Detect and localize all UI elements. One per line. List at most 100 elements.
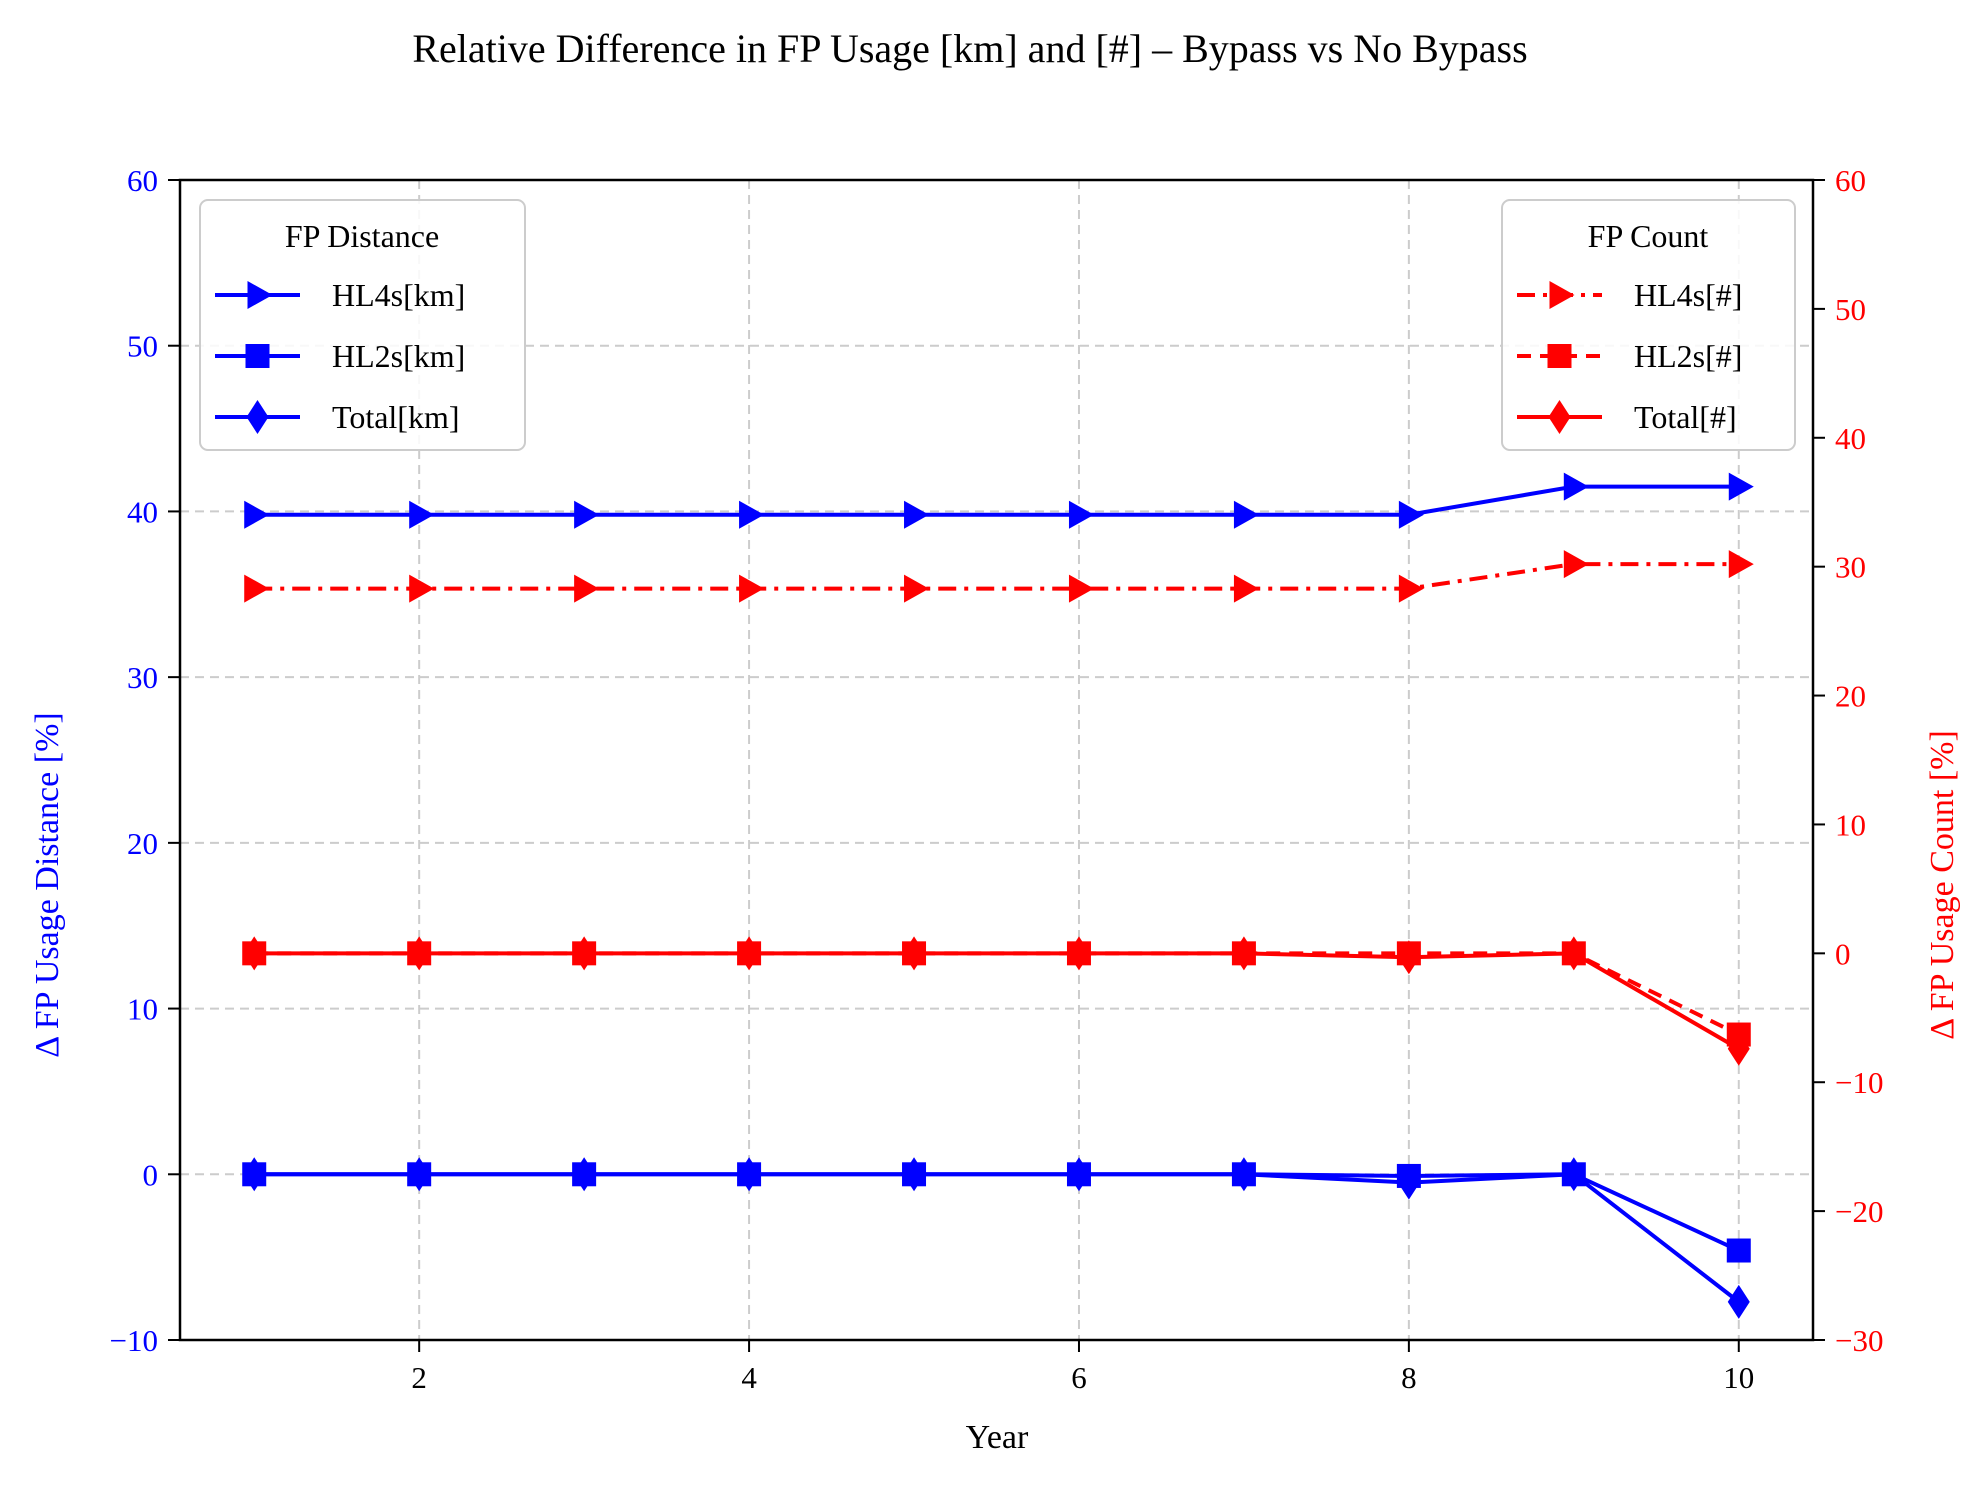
legend-marker-total [1548,400,1571,434]
legend-fp-count-title: FP Count [1588,218,1709,254]
legend-label-total-km: Total[km] [332,399,460,435]
legend-marker-hl2s [1547,344,1572,368]
data-point-total-km [1562,1157,1585,1192]
data-point-hl4s [1398,574,1424,603]
legend-marker-total-km [246,400,269,434]
data-point-hl4s [904,574,930,603]
legend-fp-distance-frame [199,199,526,451]
x-tick-label: 10 [1723,1360,1754,1395]
data-point-hl4s [574,574,600,603]
data-point-hl4s-km [739,500,765,529]
x-tick-label: 6 [1071,1360,1087,1395]
y-right-tick-label: 30 [1835,550,1866,585]
y-right-tick-label: 60 [1835,163,1866,198]
data-point-total [1397,940,1420,975]
legend-fp-count: FP Count HL4s[#] HL2s[#] Total[#] [1501,199,1796,451]
data-point-hl4s-km [1068,500,1094,529]
data-point-hl4s [1728,550,1754,579]
data-point-hl4s-km [1728,472,1754,501]
legend-label-hl4s-km: HL4s[km] [332,277,465,313]
data-point-hl2s-km [1726,1238,1751,1263]
data-point-hl4s-km [574,500,600,529]
data-point-total-km [903,1157,926,1192]
series-line-total [254,951,1740,1051]
data-point-total [1067,936,1090,971]
data-point-total-km [1067,1157,1090,1192]
data-point-hl4s [244,574,270,603]
y-right-tick-label: −30 [1835,1323,1883,1358]
data-point-hl4s [1563,550,1589,579]
series-total-km [243,1157,1750,1319]
data-point-hl4s-km [1563,472,1589,501]
y-axis-right-label: Δ FP Usage Count [%] [1924,730,1961,1040]
y-right-tick-label: −20 [1835,1194,1883,1229]
data-point-total [573,936,596,971]
data-point-total-km [738,1157,761,1192]
series-line-hl2s-km [254,1172,1740,1253]
plot-frame [178,178,1815,1342]
data-point-hl4s-km [409,500,435,529]
series-hl4s [244,550,1754,603]
legend-label-hl2s-km: HL2s[km] [332,338,465,374]
series-line-hl2s [254,951,1740,1037]
data-point-total-km [573,1157,596,1192]
y-right-tick-label: 10 [1835,807,1866,842]
y-left-tick-label: 30 [127,660,158,695]
data-point-total-km [1232,1157,1255,1192]
y-axis-left-label: Δ FP Usage Distance [%] [29,712,66,1057]
series-line-total-km [254,1172,1740,1304]
chart-title: Relative Difference in FP Usage [km] and… [412,26,1527,71]
data-point-hl4s [409,574,435,603]
y-left-tick-label: −10 [110,1323,158,1358]
y-left-tick-label: 0 [143,1157,159,1192]
series-total [243,936,1750,1066]
x-axis-label: Year [966,1419,1029,1456]
legend-label-hl4s: HL4s[#] [1634,277,1742,313]
legend-fp-count-frame [1501,199,1796,451]
legend-fp-distance-title: FP Distance [285,218,439,254]
data-point-hl4s [1233,574,1259,603]
axes: 2 4 6 8 10 −10 0 10 20 30 40 50 60 −30 −20 −10 0 10 20 30 40… [110,163,1884,1395]
legend-label-hl2s: HL2s[#] [1634,338,1742,374]
series-hl4s-km [244,472,1754,529]
data-point-total-km [1727,1284,1750,1319]
legend-marker-hl4s-km [247,281,273,309]
legend-marker-hl4s [1549,281,1575,309]
y-left-tick-label: 20 [127,826,158,861]
data-point-hl4s-km [1398,500,1424,529]
data-point-total-km [243,1157,266,1192]
y-left-tick-label: 50 [127,329,158,364]
y-right-tick-label: −10 [1835,1065,1883,1100]
plot-series [242,472,1754,1319]
data-point-total [1727,1031,1750,1066]
y-left-tick-label: 40 [127,494,158,529]
data-point-total [408,936,431,971]
series-line-hl4s-km [254,484,1739,517]
data-point-total [243,936,266,971]
y-right-tick-label: 40 [1835,421,1866,456]
data-point-total-km [1397,1165,1420,1200]
data-point-hl4s [739,574,765,603]
y-left-tick-label: 60 [127,163,158,198]
data-point-total [1232,936,1255,971]
data-point-total-km [408,1157,431,1192]
x-tick-label: 2 [411,1360,427,1395]
series-hl2s [242,941,1751,1047]
data-point-total [1562,936,1585,971]
y-right-tick-label: 50 [1835,292,1866,327]
x-tick-label: 4 [741,1360,757,1395]
y-left-tick-label: 10 [127,992,158,1027]
data-point-total [903,936,926,971]
data-point-total [738,936,761,971]
legend-label-total: Total[#] [1634,399,1737,435]
legend-marker-hl2s-km [245,344,270,368]
data-point-hl4s-km [904,500,930,529]
x-tick-label: 8 [1401,1360,1417,1395]
legend-fp-distance: FP Distance HL4s[km] HL2s[km] Total[km] [199,199,526,451]
y-right-tick-label: 0 [1835,936,1851,971]
data-point-hl4s-km [244,500,270,529]
y-right-tick-label: 20 [1835,679,1866,714]
series-line-hl4s [254,562,1739,591]
data-point-hl4s [1068,574,1094,603]
